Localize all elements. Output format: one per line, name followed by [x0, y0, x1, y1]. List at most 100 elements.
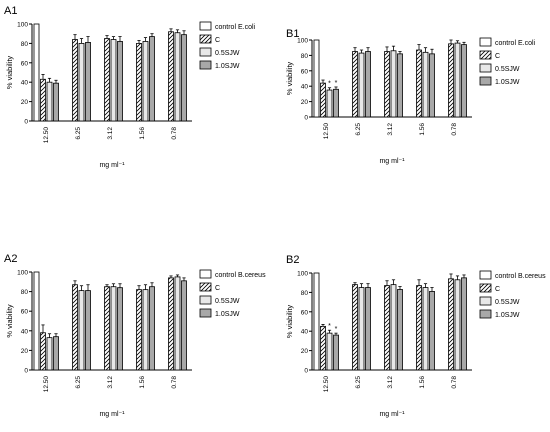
- y-tick-label: 80: [301, 290, 309, 297]
- x-tick-label: 3.12: [107, 376, 114, 389]
- x-tick-label: 12.50: [323, 123, 330, 140]
- bar-b2-0-0: [313, 272, 320, 371]
- significance-mark: *: [335, 326, 338, 333]
- bar-b2-4-1: [448, 278, 454, 371]
- y-tick-label: 60: [301, 68, 309, 75]
- bar-b2-0-3: [333, 334, 339, 371]
- bar-b2-3-2: [422, 287, 429, 371]
- x-tick-label: 0.78: [451, 123, 458, 136]
- y-tick-label: 60: [21, 60, 29, 67]
- bar-b1-4-2: [454, 42, 461, 118]
- bar-b2-4-2: [454, 279, 461, 371]
- bar-a1-4-1: [168, 31, 174, 122]
- chart-panel-b2: B2 0 20 40 60 80 100 % viability * * 12.50 6.25 3.12…: [285, 254, 546, 418]
- y-tick-label: 40: [301, 84, 309, 91]
- bar-a1-2-1: [104, 38, 110, 122]
- panel-label: A1: [4, 5, 17, 17]
- x-tick-label: 1.56: [139, 127, 146, 140]
- x-axis-label: mg ml⁻¹: [379, 158, 405, 165]
- bar-b1-0-3: [333, 88, 339, 118]
- bar-a1-1-2: [78, 43, 85, 122]
- legend-swatch: [199, 308, 212, 318]
- bar-a2-4-1: [168, 277, 174, 371]
- bar-a1-4-3: [181, 34, 187, 122]
- y-axis-label: % viability: [285, 305, 294, 339]
- y-tick-label: 0: [24, 368, 28, 375]
- y-tick-label: 20: [21, 99, 29, 106]
- legend-label: 0.5SJW: [215, 50, 240, 57]
- x-tick-label: 12.50: [43, 376, 50, 393]
- legend-label: C: [215, 37, 220, 44]
- y-tick-label: 40: [21, 328, 29, 335]
- x-tick-label: 6.25: [75, 127, 82, 140]
- bar-a1-1-3: [85, 42, 91, 122]
- legend-swatch: [479, 309, 492, 319]
- bar-a2-2-2: [110, 286, 117, 371]
- legend-swatch: [479, 283, 492, 293]
- bar-a1-0-1: [40, 78, 46, 122]
- bar-b1-2-2: [390, 50, 397, 118]
- y-axis-label: % viability: [285, 62, 294, 96]
- bar-b1-4-1: [448, 43, 454, 118]
- x-axis-label: mg ml⁻¹: [379, 411, 405, 418]
- legend-label: control B.cereus: [215, 272, 266, 279]
- bar-b1-0-2: [326, 89, 333, 118]
- bar-b1-1-2: [358, 52, 365, 118]
- bar-a2-1-1: [72, 284, 78, 371]
- x-tick-label: 3.12: [387, 376, 394, 389]
- bar-b1-2-1: [384, 51, 390, 118]
- bar-a2-1-2: [78, 290, 85, 371]
- legend-swatch: [199, 47, 212, 57]
- legend-swatch: [199, 21, 212, 31]
- y-tick-label: 100: [17, 22, 28, 29]
- bar-b2-2-3: [397, 289, 403, 371]
- legend-label: control E.coli: [495, 40, 536, 47]
- bar-b1-3-3: [429, 53, 435, 118]
- bar-b1-3-1: [416, 49, 422, 118]
- bar-b2-2-2: [390, 284, 397, 371]
- y-tick-label: 0: [24, 119, 28, 126]
- y-tick-label: 80: [301, 53, 309, 60]
- legend-swatch: [479, 76, 492, 86]
- bar-b2-1-3: [365, 287, 371, 371]
- x-tick-label: 1.56: [139, 376, 146, 389]
- bar-b2-2-1: [384, 285, 390, 371]
- y-axis-label: % viability: [5, 304, 14, 338]
- x-axis-label: mg ml⁻¹: [99, 162, 125, 169]
- legend-label: C: [215, 285, 220, 292]
- legend-label: 1.0SJW: [495, 79, 520, 86]
- x-tick-label: 6.25: [75, 376, 82, 389]
- bar-a1-0-2: [46, 81, 53, 122]
- legend-label: 1.0SJW: [215, 311, 240, 318]
- bar-a1-2-3: [117, 41, 123, 122]
- x-axis-label: mg ml⁻¹: [99, 411, 125, 418]
- bar-a1-1-1: [72, 39, 78, 122]
- bar-a1-0-3: [53, 82, 59, 122]
- x-tick-label: 0.78: [171, 127, 178, 140]
- bar-a2-2-1: [104, 286, 110, 371]
- y-tick-label: 40: [301, 329, 309, 336]
- panel-label: B1: [286, 28, 299, 40]
- bar-a2-3-3: [149, 286, 155, 371]
- bar-a2-2-3: [117, 287, 123, 371]
- panel-label: A2: [4, 253, 17, 265]
- bar-b1-1-3: [365, 51, 371, 118]
- legend-swatch: [479, 37, 492, 47]
- bar-a2-0-0: [33, 271, 40, 371]
- bar-b2-1-1: [352, 284, 358, 371]
- bar-a2-0-3: [53, 336, 59, 371]
- bar-b1-3-2: [422, 51, 429, 118]
- y-tick-label: 100: [17, 270, 28, 277]
- bar-b2-1-2: [358, 287, 365, 371]
- legend-label: control B.cereus: [495, 273, 546, 280]
- legend-swatch: [479, 63, 492, 73]
- x-tick-label: 6.25: [355, 376, 362, 389]
- y-tick-label: 80: [21, 41, 29, 48]
- x-tick-label: 3.12: [107, 127, 114, 140]
- legend-label: C: [495, 53, 500, 60]
- bar-b1-1-1: [352, 51, 358, 118]
- x-tick-label: 1.56: [419, 376, 426, 389]
- bar-a2-0-1: [40, 332, 46, 371]
- bar-a2-4-3: [181, 280, 187, 371]
